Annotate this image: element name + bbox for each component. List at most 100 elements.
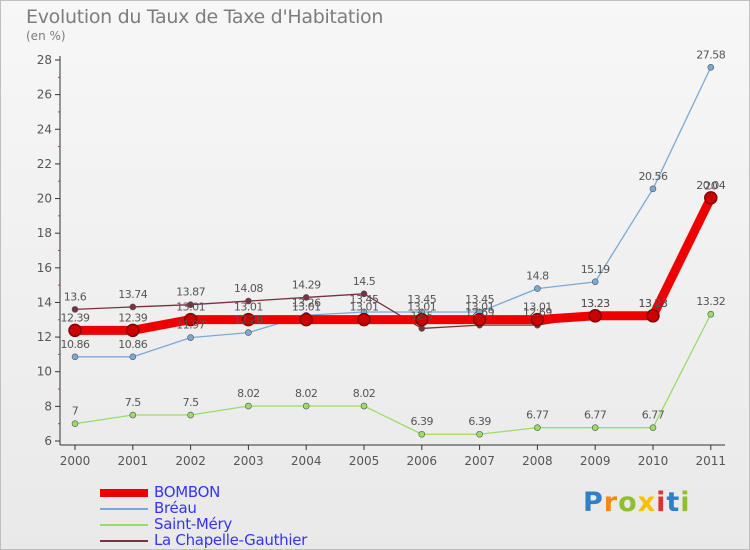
- x-tick-label: 2010: [638, 454, 669, 468]
- data-label: 13.74: [118, 288, 147, 301]
- data-point: [707, 63, 715, 71]
- x-tick-label: 2011: [696, 454, 727, 468]
- data-point: [129, 353, 137, 361]
- data-label: 13.26: [292, 296, 321, 309]
- data-label: 13.01: [407, 301, 436, 314]
- data-point: [415, 312, 429, 327]
- series-line-bombon: [70, 193, 716, 335]
- y-tick-label: 20: [37, 192, 52, 206]
- data-label: 13.45: [350, 293, 379, 306]
- legend-swatch: [100, 508, 148, 510]
- y-tick-label: 22: [37, 157, 52, 171]
- chart-title: Evolution du Taux de Taxe d'Habitation: [26, 6, 384, 28]
- data-point: [183, 312, 198, 327]
- data-label: 12.5: [411, 309, 434, 322]
- data-point: [530, 312, 545, 327]
- data-label: 12.69: [523, 306, 552, 319]
- data-point: [360, 290, 368, 298]
- data-point: [302, 402, 310, 410]
- y-tick-label: 14: [37, 295, 52, 309]
- data-point: [241, 312, 256, 327]
- data-label: 10.86: [118, 338, 147, 351]
- data-point: [649, 185, 657, 193]
- data-point: [187, 334, 194, 341]
- legend-swatch: [100, 540, 148, 542]
- data-label: 6.39: [468, 415, 491, 428]
- data-label: 14.5: [353, 275, 376, 288]
- data-label: 27.58: [696, 48, 725, 61]
- data-label: 10.86: [61, 338, 90, 351]
- y-tick-label: 18: [37, 226, 52, 240]
- y-tick-label: 24: [37, 122, 52, 136]
- data-label: 13.01: [350, 301, 379, 314]
- y-tick-label: 12: [37, 330, 52, 344]
- chart-subtitle: (en %): [26, 29, 66, 43]
- data-label: 7.5: [183, 396, 199, 409]
- data-point: [476, 430, 483, 438]
- data-point: [187, 301, 194, 309]
- data-point: [591, 278, 599, 286]
- data-label: 13.32: [696, 295, 725, 308]
- x-tick-label: 2006: [407, 454, 438, 468]
- data-point: [299, 312, 313, 327]
- data-point: [418, 430, 426, 438]
- data-label: 15.19: [581, 263, 610, 276]
- data-label: 12.39: [61, 311, 90, 324]
- x-tick-label: 2001: [118, 454, 149, 468]
- data-label: 13.01: [465, 301, 494, 314]
- data-label: 8.02: [237, 387, 260, 400]
- data-point: [472, 312, 487, 327]
- data-label: 13.23: [639, 297, 668, 310]
- data-point: [126, 323, 140, 338]
- x-tick-label: 2005: [349, 454, 380, 468]
- data-label: 13.01: [234, 301, 263, 314]
- data-label: 13.45: [465, 293, 494, 306]
- data-point: [245, 402, 252, 410]
- data-label: 7: [72, 405, 79, 418]
- x-tick-label: 2007: [464, 454, 495, 468]
- legend-swatch: [100, 524, 148, 526]
- x-tick-label: 2002: [175, 454, 206, 468]
- legend-swatch: [100, 489, 148, 497]
- series-line-br-au: [74, 66, 712, 358]
- data-label: 11.97: [176, 319, 205, 332]
- data-point: [245, 297, 252, 305]
- y-tick-label: 6: [44, 434, 52, 448]
- series-line-saint-m-ry: [74, 313, 712, 435]
- data-label: 13.6: [64, 290, 87, 303]
- data-label: 13.23: [639, 297, 668, 310]
- x-tick-label: 2004: [291, 454, 322, 468]
- data-point: [591, 424, 599, 431]
- y-tick-label: 8: [44, 399, 52, 413]
- data-point: [68, 323, 82, 338]
- data-label: 13.01: [176, 301, 205, 314]
- data-label: 6.77: [584, 409, 607, 422]
- data-label: 8.02: [295, 387, 318, 400]
- legend-label: BOMBON: [154, 483, 221, 501]
- x-tick-label: 2003: [233, 454, 264, 468]
- data-point: [129, 303, 137, 311]
- data-point: [357, 312, 371, 327]
- data-point: [129, 411, 137, 419]
- data-label: 13.23: [581, 297, 610, 310]
- y-tick-label: 10: [37, 365, 52, 379]
- y-tick-label: 26: [37, 88, 52, 102]
- data-point: [302, 294, 310, 301]
- data-label: 8.02: [353, 387, 376, 400]
- data-label: 20.04: [696, 179, 725, 192]
- x-tick-label: 2000: [60, 454, 91, 468]
- data-point: [360, 402, 368, 410]
- data-label: 14.29: [292, 278, 321, 291]
- x-tick-label: 2009: [580, 454, 611, 468]
- data-point: [534, 424, 541, 431]
- y-tick-label: 28: [37, 53, 52, 67]
- data-point: [707, 310, 715, 318]
- data-point: [649, 424, 657, 431]
- data-label: 12.39: [118, 311, 147, 324]
- data-label: 6.77: [526, 409, 549, 422]
- data-label: 14.8: [526, 270, 549, 283]
- data-point: [245, 329, 252, 336]
- y-tick-label: 16: [37, 261, 52, 275]
